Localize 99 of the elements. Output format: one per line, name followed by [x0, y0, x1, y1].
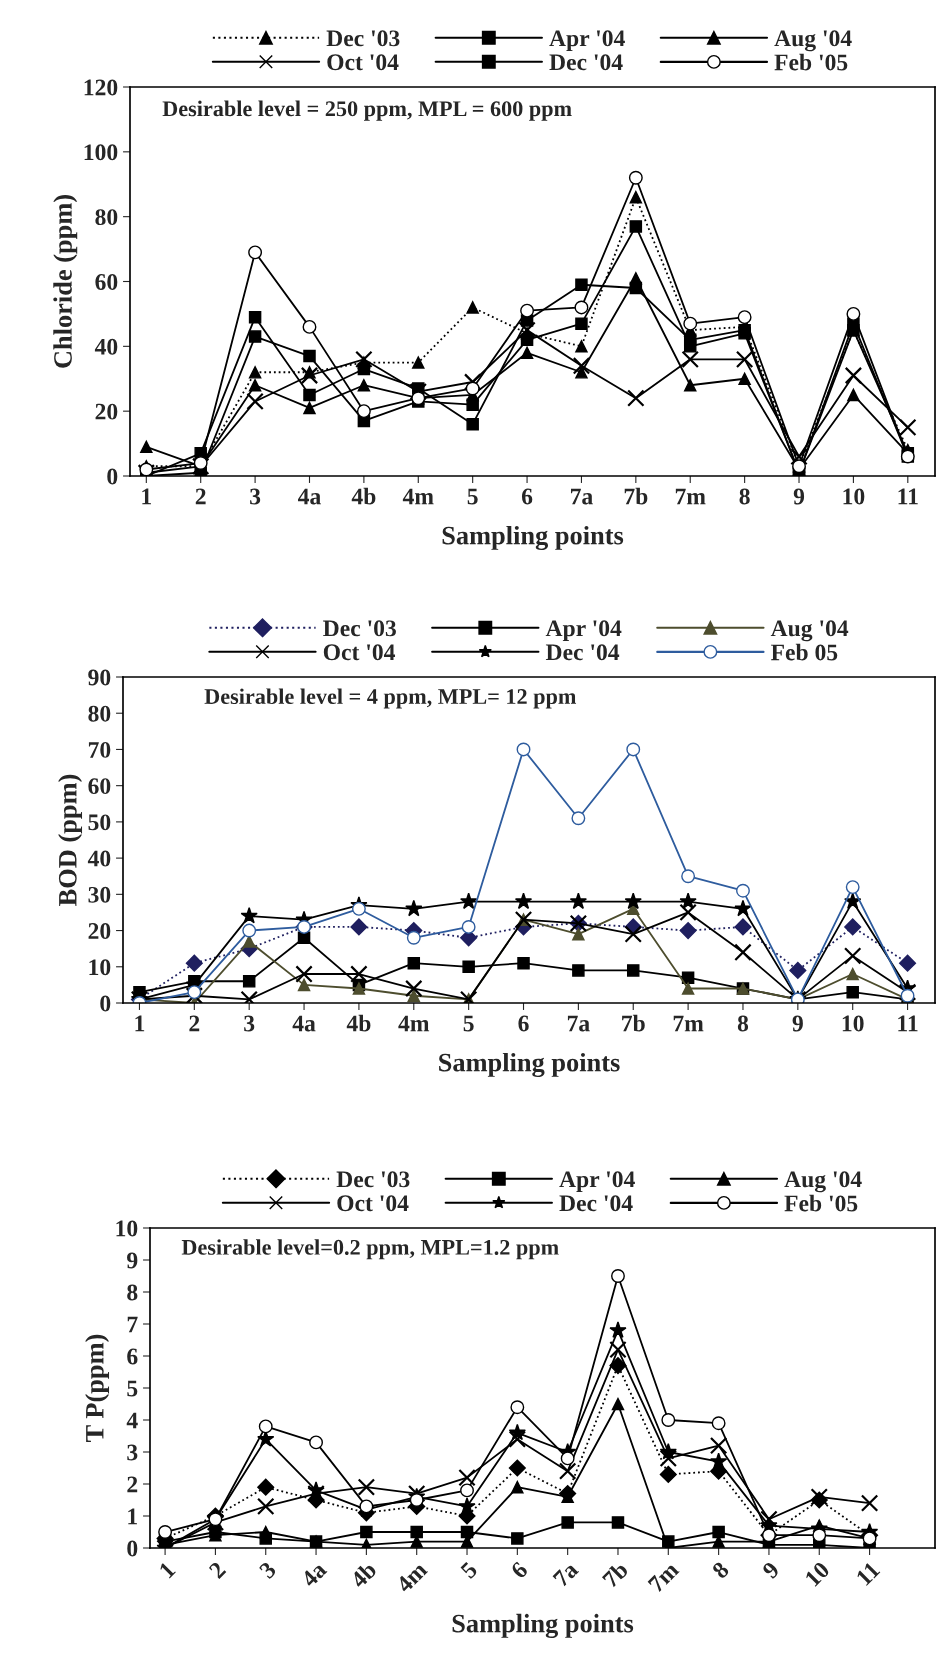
- x-tick-label: 4a: [300, 1560, 328, 1589]
- y-tick-label: 60: [88, 778, 111, 795]
- y-tick-label: 20: [95, 403, 118, 420]
- legend-label: Dec '04: [545, 644, 620, 661]
- x-tick-label: 11: [898, 488, 918, 505]
- y-tick-label: 60: [95, 273, 118, 290]
- y-tick-label: 2: [127, 1476, 138, 1493]
- x-tick-label: 7b: [622, 1014, 645, 1032]
- y-tick-label: 5: [127, 1380, 138, 1397]
- annotation: Desirable level=0.2 ppm, MPL=1.2 ppm: [181, 1239, 559, 1260]
- y-tick-label: 40: [94, 338, 118, 355]
- y-tick-label: 100: [84, 144, 118, 161]
- legend-label: Feb '05: [784, 1194, 858, 1212]
- y-tick-label: 1: [128, 1508, 137, 1525]
- x-tick-label: 4m: [395, 1560, 428, 1594]
- legend-label: Apr '04: [545, 620, 622, 642]
- legend-label: Feb '05: [774, 53, 848, 71]
- y-axis-title: T P(ppm): [85, 1334, 110, 1442]
- y-tick-label: 0: [107, 468, 118, 485]
- x-tick-label: 7m: [675, 488, 706, 505]
- x-axis-title: Sampling points: [442, 525, 624, 551]
- legend-label: Aug '04: [774, 30, 852, 52]
- x-tick-label: 10: [843, 488, 865, 505]
- x-tick-label: 7a: [552, 1560, 580, 1588]
- x-tick-label: 1: [142, 488, 151, 505]
- legend-label: Dec '03: [326, 30, 400, 47]
- y-axis-title: BOD (ppm): [58, 774, 83, 906]
- x-tick-label: 7m: [647, 1560, 680, 1593]
- x-tick-label: 5: [463, 1015, 474, 1032]
- x-tick-label: 4m: [402, 488, 434, 505]
- x-tick-label: 6: [521, 488, 533, 505]
- x-tick-label: 8: [711, 1560, 730, 1580]
- legend-label: Aug '04: [770, 620, 849, 642]
- x-tick-label: 4a: [298, 488, 321, 505]
- legend-label: Dec '03: [336, 1171, 410, 1188]
- y-tick-label: 20: [88, 923, 111, 939]
- x-tick-label: 5: [459, 1561, 479, 1580]
- x-tick-label: 2: [189, 1015, 200, 1032]
- x-tick-label: 7a: [571, 488, 593, 505]
- legend-label: Oct '04: [337, 1195, 409, 1212]
- x-tick-label: 4b: [348, 1560, 378, 1589]
- x-tick-label: 10: [842, 1015, 864, 1032]
- y-tick-label: 70: [88, 741, 111, 758]
- legend-label: Apr '04: [559, 1171, 635, 1193]
- legend-label: Oct '04: [323, 644, 396, 661]
- x-axis-title: Sampling points: [439, 1052, 620, 1078]
- x-tick-label: 9: [761, 1560, 781, 1580]
- y-tick-label: 7: [127, 1316, 138, 1333]
- annotation: Desirable level = 250 ppm, MPL = 600 ppm: [162, 100, 572, 121]
- x-tick-label: 3: [250, 488, 261, 505]
- x-tick-label: 7a: [567, 1015, 590, 1032]
- y-tick-label: 4: [126, 1412, 138, 1429]
- y-tick-label: 40: [87, 850, 111, 867]
- x-tick-label: 8: [739, 488, 750, 505]
- x-tick-label: 9: [792, 1015, 803, 1032]
- y-tick-label: 80: [88, 705, 111, 722]
- y-tick-label: 6: [127, 1348, 138, 1365]
- legend-label: Dec '03: [323, 620, 396, 637]
- x-tick-label: 6: [518, 1015, 529, 1032]
- x-tick-label: 4b: [346, 1014, 371, 1032]
- y-tick-label: 90: [88, 669, 111, 686]
- annotation: Desirable level = 4 ppm, MPL= 12 ppm: [204, 688, 577, 709]
- x-tick-label: 7m: [673, 1015, 704, 1032]
- x-tick-label: 10: [804, 1560, 831, 1587]
- y-tick-label: 50: [88, 814, 111, 831]
- y-tick-label: 8: [127, 1284, 138, 1301]
- y-tick-label: 10: [89, 959, 111, 976]
- x-tick-label: 2: [195, 488, 206, 505]
- legend-label: Dec '04: [559, 1195, 633, 1212]
- y-tick-label: 3: [127, 1444, 138, 1461]
- x-tick-label: 11: [855, 1561, 881, 1586]
- x-tick-label: 8: [737, 1015, 749, 1032]
- x-axis-title: Sampling points: [452, 1613, 634, 1639]
- x-tick-label: 2: [208, 1561, 227, 1580]
- x-tick-label: 11: [898, 1015, 918, 1032]
- x-tick-label: 9: [793, 488, 805, 505]
- x-tick-label: 4m: [398, 1015, 430, 1032]
- y-tick-label: 10: [116, 1220, 138, 1237]
- x-tick-label: 7b: [624, 487, 648, 505]
- x-tick-label: 7b: [601, 1560, 630, 1589]
- x-tick-label: 1: [158, 1561, 176, 1579]
- x-tick-label: 4a: [292, 1015, 316, 1032]
- legend-label: Oct '04: [327, 54, 399, 71]
- x-tick-label: 3: [244, 1015, 255, 1032]
- y-tick-label: 0: [127, 1540, 138, 1557]
- y-tick-label: 30: [88, 886, 111, 903]
- x-tick-label: 6: [510, 1560, 529, 1580]
- y-tick-label: 120: [84, 79, 118, 96]
- y-tick-label: 0: [100, 995, 111, 1012]
- y-tick-label: 80: [95, 209, 118, 226]
- x-tick-label: 5: [467, 488, 478, 505]
- legend-label: Aug '04: [784, 1171, 862, 1193]
- legend-label: Apr '04: [549, 30, 625, 52]
- y-axis-title: Chloride (ppm): [53, 195, 78, 368]
- y-tick-label: 9: [127, 1252, 138, 1269]
- x-tick-label: 3: [258, 1560, 277, 1580]
- x-tick-label: 4b: [351, 487, 376, 505]
- legend-label: Feb 05: [770, 643, 838, 661]
- legend-label: Dec '04: [549, 54, 623, 71]
